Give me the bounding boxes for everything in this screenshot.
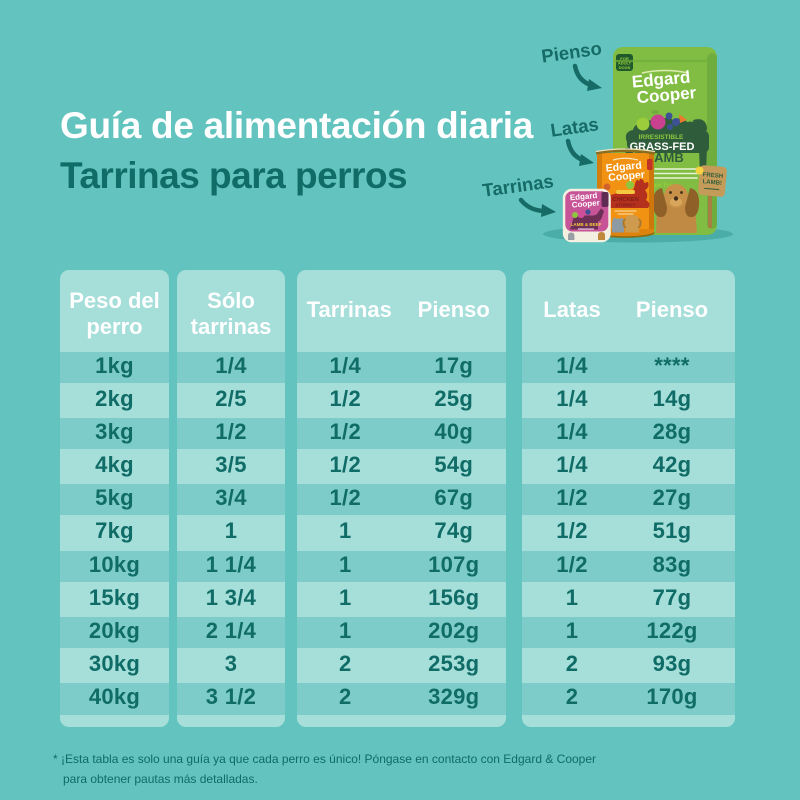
svg-text:FOR: FOR	[620, 56, 629, 61]
svg-text:CHICKEN: CHICKEN	[612, 197, 639, 203]
svg-text:Grain Free: Grain Free	[646, 183, 677, 189]
svg-text:LAMB!: LAMB!	[702, 179, 722, 187]
svg-text:Edgard: Edgard	[569, 191, 597, 202]
svg-text:FRESH: FRESH	[702, 172, 723, 180]
svg-text:Pienso: Pienso	[540, 37, 603, 66]
svg-text:LAMB: LAMB	[646, 150, 684, 165]
svg-text:Cooper: Cooper	[608, 169, 646, 184]
svg-text:ADULT: ADULT	[618, 61, 632, 66]
svg-text:IRRESISTIBLE: IRRESISTIBLE	[639, 134, 684, 141]
svg-text:LAMB & BEEF: LAMB & BEEF	[571, 222, 602, 227]
svg-text:Edgard: Edgard	[605, 160, 642, 175]
svg-text:DOGS: DOGS	[619, 65, 631, 70]
svg-text:Cooper: Cooper	[571, 198, 600, 209]
svg-text:&TURKEY: &TURKEY	[615, 203, 636, 208]
svg-text:Tarrinas: Tarrinas	[481, 170, 555, 201]
svg-text:Latas: Latas	[549, 113, 600, 141]
